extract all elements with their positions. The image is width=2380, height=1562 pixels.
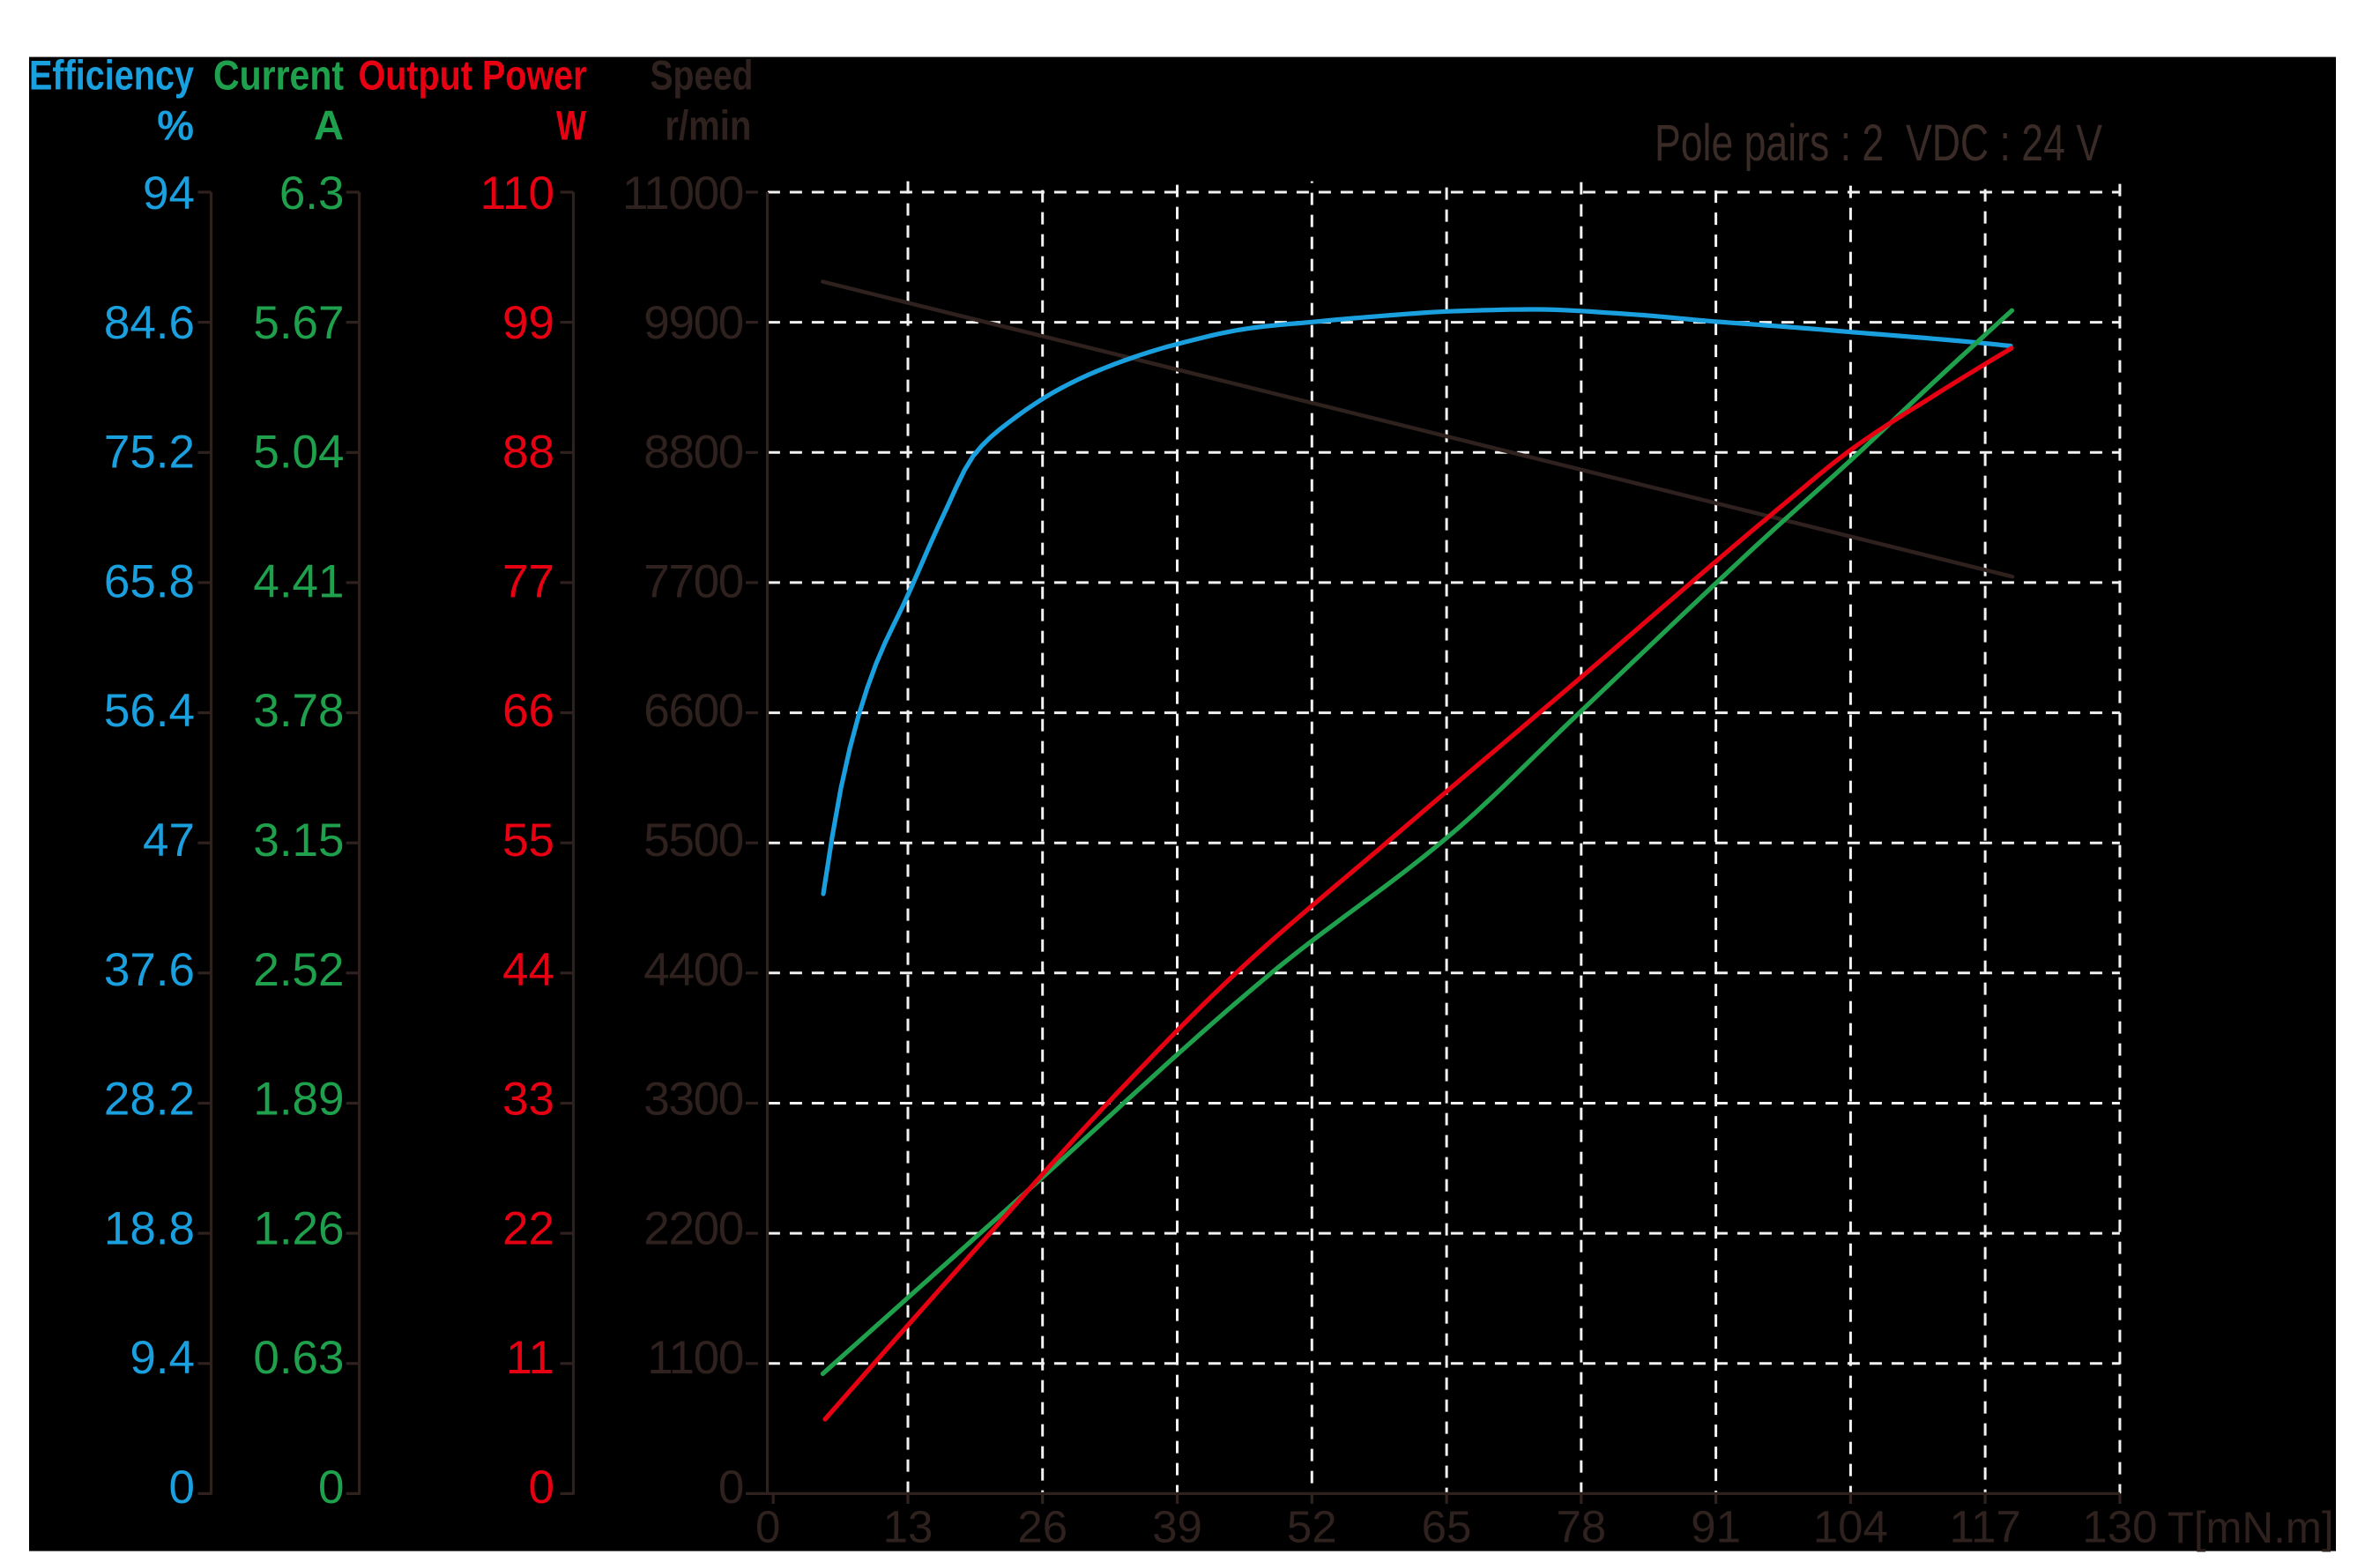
- svg-text:26: 26: [1017, 1502, 1067, 1552]
- svg-text:W: W: [556, 102, 586, 149]
- svg-text:56.4: 56.4: [104, 685, 195, 737]
- svg-text:99: 99: [502, 297, 554, 349]
- svg-text:Efficiency: Efficiency: [29, 52, 194, 99]
- svg-text:5.04: 5.04: [253, 427, 344, 479]
- svg-text:T[mN.m]: T[mN.m]: [2168, 1503, 2334, 1552]
- svg-text:52: 52: [1287, 1502, 1337, 1552]
- svg-text:37.6: 37.6: [104, 944, 195, 996]
- svg-text:8800: 8800: [643, 427, 743, 479]
- svg-text:22: 22: [502, 1202, 554, 1254]
- svg-text:2200: 2200: [643, 1202, 743, 1254]
- svg-text:4.41: 4.41: [253, 555, 344, 607]
- svg-text:0.63: 0.63: [253, 1332, 344, 1384]
- svg-text:4400: 4400: [643, 944, 743, 996]
- svg-text:Output Power: Output Power: [359, 52, 587, 99]
- svg-text:7700: 7700: [643, 555, 743, 607]
- svg-text:47: 47: [143, 814, 195, 867]
- svg-text:1100: 1100: [647, 1332, 743, 1384]
- svg-text:3.78: 3.78: [253, 685, 344, 737]
- svg-text:9.4: 9.4: [130, 1332, 195, 1384]
- svg-text:66: 66: [502, 685, 554, 737]
- svg-text:91: 91: [1691, 1502, 1741, 1552]
- svg-text:Speed: Speed: [651, 52, 754, 99]
- svg-text:Pole pairs : 2 VDC : 24 V: Pole pairs : 2 VDC : 24 V: [1655, 115, 2102, 172]
- svg-text:11: 11: [506, 1332, 554, 1384]
- svg-text:84.6: 84.6: [104, 297, 195, 349]
- svg-text:2.52: 2.52: [253, 944, 344, 996]
- svg-text:33: 33: [502, 1074, 554, 1126]
- svg-text:0: 0: [755, 1502, 780, 1552]
- svg-text:65.8: 65.8: [104, 555, 195, 607]
- svg-text:94: 94: [143, 167, 195, 219]
- svg-text:3.15: 3.15: [253, 814, 344, 867]
- svg-text:75.2: 75.2: [104, 427, 195, 479]
- svg-text:A: A: [314, 102, 344, 149]
- svg-text:39: 39: [1152, 1502, 1202, 1552]
- svg-text:6600: 6600: [643, 685, 743, 737]
- svg-text:5.67: 5.67: [253, 297, 344, 349]
- svg-text:%: %: [157, 102, 194, 149]
- svg-text:0: 0: [318, 1462, 344, 1514]
- svg-text:65: 65: [1422, 1502, 1472, 1552]
- svg-text:77: 77: [502, 555, 554, 607]
- svg-text:11000: 11000: [622, 167, 743, 219]
- svg-text:44: 44: [502, 944, 554, 996]
- svg-text:0: 0: [169, 1462, 195, 1514]
- svg-text:5500: 5500: [643, 814, 743, 867]
- svg-text:1.89: 1.89: [253, 1074, 344, 1126]
- svg-text:130: 130: [2082, 1502, 2157, 1552]
- svg-text:3300: 3300: [643, 1074, 743, 1126]
- svg-text:55: 55: [502, 814, 554, 867]
- svg-text:18.8: 18.8: [104, 1202, 195, 1254]
- svg-text:6.3: 6.3: [279, 167, 345, 219]
- svg-text:r/min: r/min: [665, 102, 751, 149]
- svg-text:28.2: 28.2: [104, 1074, 195, 1126]
- svg-text:117: 117: [1949, 1502, 2020, 1552]
- svg-text:13: 13: [883, 1502, 933, 1552]
- svg-text:1.26: 1.26: [253, 1202, 344, 1254]
- svg-text:9900: 9900: [643, 297, 743, 349]
- svg-text:0: 0: [529, 1462, 554, 1514]
- svg-text:0: 0: [718, 1462, 743, 1514]
- svg-text:104: 104: [1813, 1502, 1888, 1552]
- svg-text:110: 110: [480, 167, 555, 219]
- svg-text:Current: Current: [213, 52, 344, 99]
- svg-text:78: 78: [1556, 1502, 1606, 1552]
- svg-text:88: 88: [502, 427, 554, 479]
